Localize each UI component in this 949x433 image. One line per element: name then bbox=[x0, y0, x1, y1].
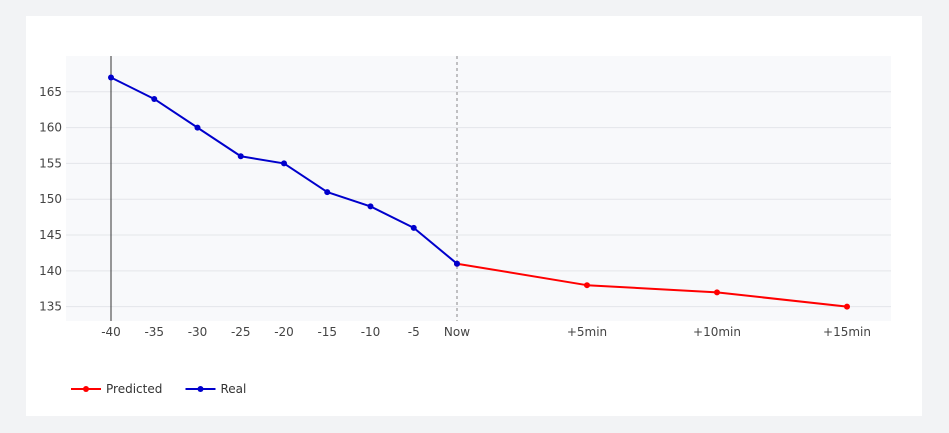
legend-label: Predicted bbox=[106, 382, 162, 396]
legend[interactable]: Predicted Real bbox=[71, 382, 246, 396]
line-chart: 135 140 145 150 155 160 165 -40 -35 -30 -25 -20 -15… bbox=[39, 56, 891, 396]
y-tick-label: 150 bbox=[39, 192, 62, 206]
legend-label: Real bbox=[221, 382, 247, 396]
x-tick-label: -35 bbox=[144, 325, 164, 339]
y-tick-label: 160 bbox=[39, 121, 62, 135]
data-point-real[interactable] bbox=[237, 153, 244, 160]
legend-marker bbox=[83, 386, 89, 392]
plot-area bbox=[66, 56, 891, 321]
x-axis: -40 -35 -30 -25 -20 -15 -10 -5 Now +5min +10min +15… bbox=[101, 325, 871, 339]
grid-lines bbox=[66, 91, 891, 308]
x-tick-label: +10min bbox=[693, 325, 741, 339]
data-point-real[interactable] bbox=[324, 189, 331, 196]
legend-item-predicted[interactable]: Predicted bbox=[71, 382, 162, 396]
x-tick-label: +15min bbox=[823, 325, 871, 339]
series-line-predicted bbox=[456, 262, 848, 308]
x-tick-label: +5min bbox=[567, 325, 607, 339]
x-tick-label: -10 bbox=[361, 325, 381, 339]
y-tick-label: 155 bbox=[39, 156, 62, 170]
data-point-real[interactable] bbox=[454, 260, 460, 267]
data-point-predicted[interactable] bbox=[844, 303, 850, 310]
x-tick-label: -15 bbox=[317, 325, 337, 339]
x-tick-label: -30 bbox=[188, 325, 208, 339]
data-point-real[interactable] bbox=[281, 160, 287, 167]
legend-marker bbox=[197, 386, 204, 392]
x-tick-label: -25 bbox=[231, 325, 251, 339]
y-tick-label: 135 bbox=[39, 300, 62, 314]
reference-lines bbox=[110, 56, 458, 321]
y-tick-label: 140 bbox=[39, 264, 62, 278]
data-point-real[interactable] bbox=[108, 74, 114, 81]
data-point-real[interactable] bbox=[367, 203, 374, 210]
y-axis: 135 140 145 150 155 160 165 bbox=[39, 85, 62, 314]
data-point-real[interactable] bbox=[194, 124, 201, 131]
y-tick-label: 145 bbox=[39, 228, 62, 242]
y-tick-label: 165 bbox=[39, 85, 62, 99]
data-point-predicted[interactable] bbox=[714, 289, 720, 296]
x-tick-label: -5 bbox=[408, 325, 420, 339]
data-point-predicted[interactable] bbox=[584, 282, 590, 289]
data-point-real[interactable] bbox=[410, 224, 417, 231]
data-point-real[interactable] bbox=[151, 95, 158, 102]
series-group bbox=[108, 74, 850, 310]
x-tick-label: -40 bbox=[101, 325, 121, 339]
x-tick-label: Now bbox=[444, 325, 470, 339]
x-tick-label: -20 bbox=[274, 325, 294, 339]
chart-card: 135 140 145 150 155 160 165 -40 -35 -30 -25 -20 -15… bbox=[26, 16, 922, 416]
legend-item-real[interactable]: Real bbox=[185, 382, 247, 396]
